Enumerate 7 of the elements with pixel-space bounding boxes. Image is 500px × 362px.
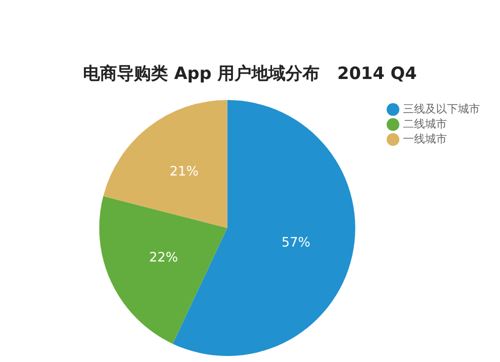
data-label: 22% (149, 250, 178, 266)
legend-label: 二线城市 (403, 117, 447, 130)
chart-title: 电商导购类 App 用户地域分布 2014 Q4 (82, 63, 418, 85)
legend-label: 三线及以下城市 (403, 102, 480, 116)
data-label: 21% (170, 164, 199, 180)
legend-label: 一线城市 (403, 132, 447, 146)
data-label: 57% (282, 236, 310, 251)
